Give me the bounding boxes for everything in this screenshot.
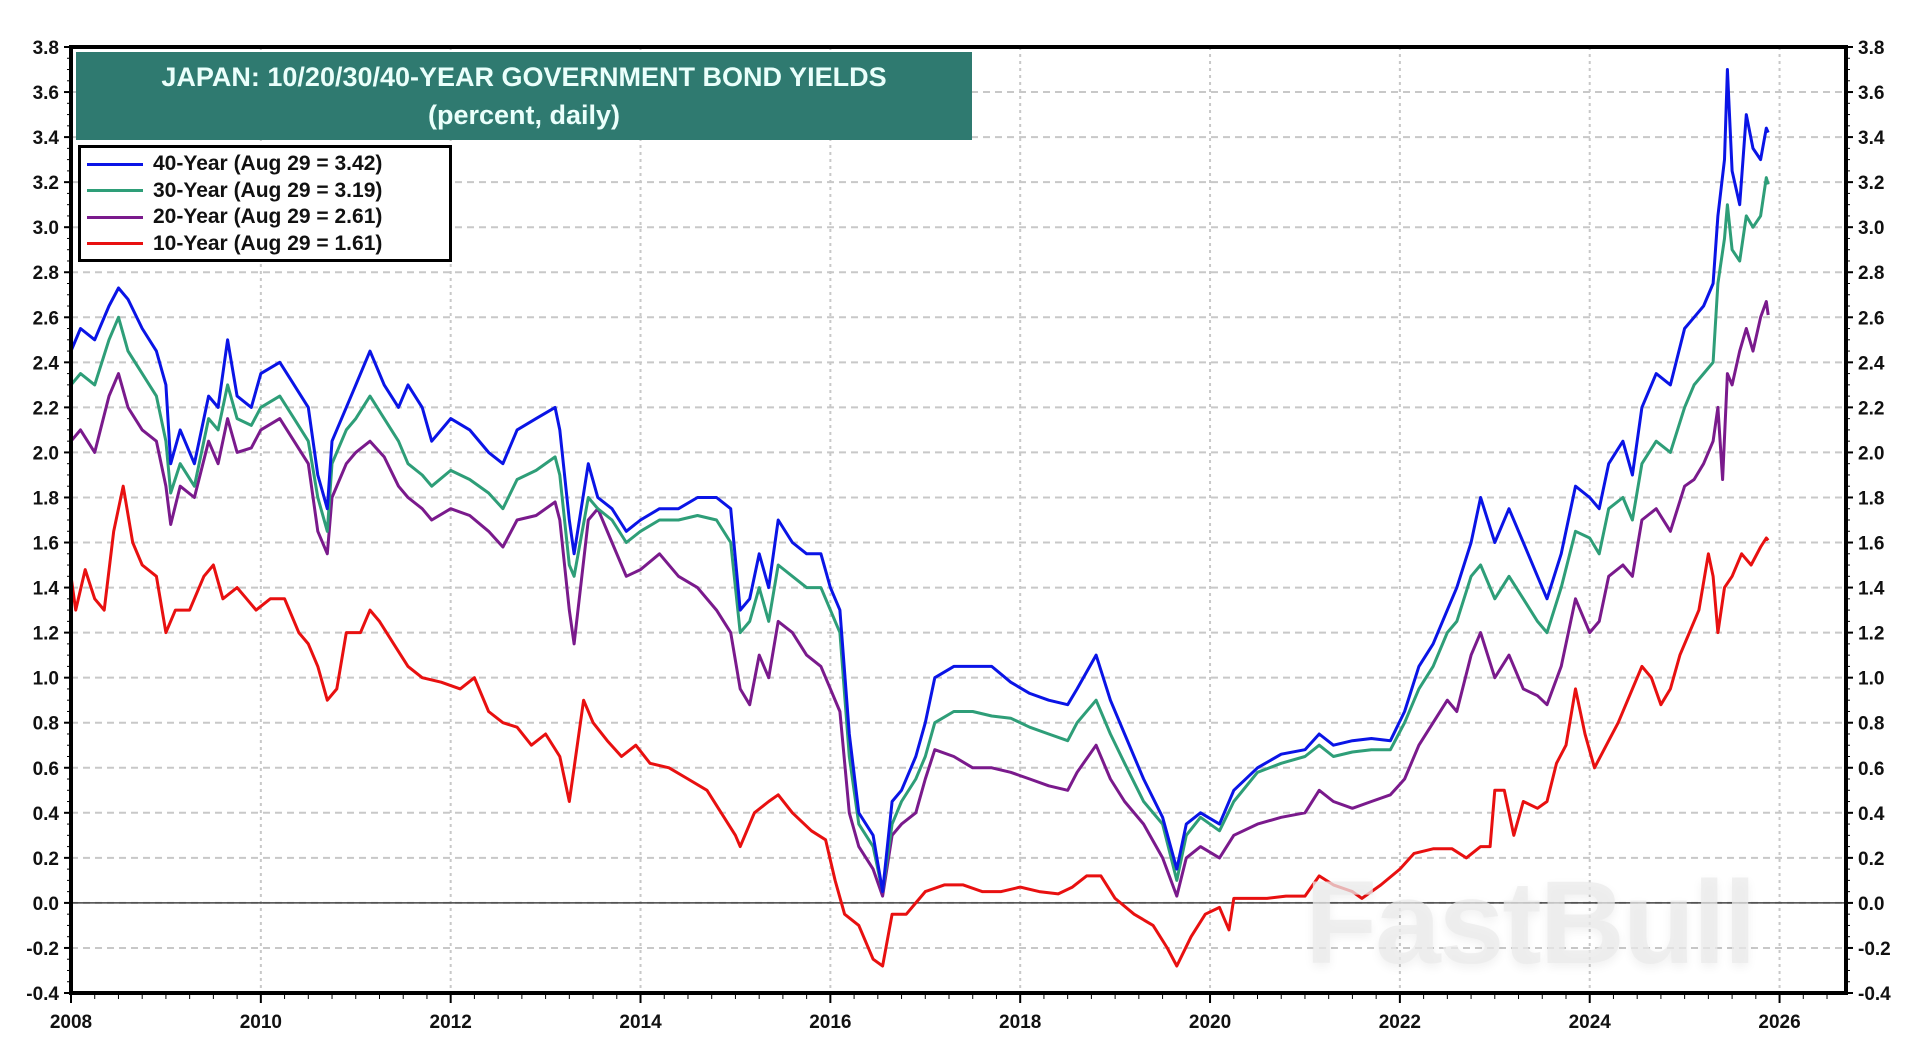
y-tick-label-right: 3.2 (1858, 173, 1884, 194)
legend-item-40y: 40-Year (Aug 29 = 3.42) (87, 151, 449, 178)
y-tick-label-left: 0.2 (33, 849, 59, 870)
y-tick-label-right: 1.4 (1858, 579, 1885, 600)
legend: 40-Year (Aug 29 = 3.42) 30-Year (Aug 29 … (78, 145, 452, 262)
legend-swatch-10y (87, 242, 143, 246)
y-tick-label-right: 3.0 (1858, 218, 1884, 239)
legend-swatch-30y (87, 189, 143, 193)
y-tick-label-left: 3.2 (33, 173, 59, 194)
x-tick-label: 2008 (50, 1012, 92, 1033)
y-tick-label-left: 2.4 (33, 353, 60, 374)
y-tick-label-left: -0.4 (26, 984, 59, 1005)
y-tick-label-right: 1.0 (1858, 669, 1884, 690)
y-tick-label-left: 2.2 (33, 398, 59, 419)
x-tick-label: 2014 (619, 1012, 662, 1033)
y-tick-label-right: 0.4 (1858, 804, 1885, 825)
y-axis-right: 3.8 3.6 3.4 3.2 3.0 2.8 2.6 2.4 2.2 2.0 1.8 1.6 1.4 1… (1846, 38, 1891, 1005)
y-tick-label-left: 1.8 (33, 488, 59, 509)
series-lines (69, 68, 1770, 968)
y-tick-label-left: 1.4 (33, 579, 60, 600)
y-tick-label-right: -0.4 (1858, 984, 1891, 1005)
y-tick-label-left: 3.0 (33, 218, 59, 239)
series-line (69, 300, 1770, 898)
y-tick-label-left: 2.0 (33, 443, 59, 464)
y-tick-label-right: 2.8 (1858, 263, 1884, 284)
y-tick-label-left: 3.8 (33, 38, 59, 59)
y-tick-label-left: 0.8 (33, 714, 59, 735)
y-tick-label-right: 0.6 (1858, 759, 1884, 780)
y-tick-label-right: 3.6 (1858, 83, 1884, 104)
y-tick-label-left: 1.2 (33, 624, 59, 645)
y-tick-label-left: 0.4 (33, 804, 60, 825)
y-tick-label-right: 1.2 (1858, 624, 1884, 645)
y-tick-label-left: 1.0 (33, 669, 59, 690)
series-line (69, 68, 1770, 894)
y-tick-label-right: 3.4 (1858, 128, 1885, 149)
y-tick-label-left: 0.6 (33, 759, 59, 780)
y-tick-label-right: 2.6 (1858, 308, 1884, 329)
x-tick-label: 2026 (1758, 1012, 1800, 1033)
y-tick-label-right: 0.0 (1858, 894, 1884, 915)
x-tick-label: 2012 (430, 1012, 472, 1033)
x-tick-label: 2024 (1569, 1012, 1612, 1033)
chart-subtitle: (percent, daily) (427, 100, 621, 130)
x-tick-label: 2010 (240, 1012, 282, 1033)
y-tick-label-right: -0.2 (1858, 939, 1891, 960)
chart-title-banner: JAPAN: 10/20/30/40-YEAR GOVERNMENT BOND … (76, 52, 972, 140)
y-axis-left: 3.8 3.6 3.4 3.2 3.0 2.8 2.6 2.4 2.2 2.0 1.8 1.6 1.4 1… (26, 38, 71, 1005)
y-tick-label-right: 2.4 (1858, 353, 1885, 374)
x-tick-label: 2022 (1379, 1012, 1421, 1033)
chart-title: JAPAN: 10/20/30/40-YEAR GOVERNMENT BOND … (161, 62, 887, 92)
legend-swatch-40y (87, 162, 143, 166)
legend-label-20y: 20-Year (Aug 29 = 2.61) (153, 205, 383, 229)
legend-label-10y: 10-Year (Aug 29 = 1.61) (153, 231, 383, 255)
legend-item-20y: 20-Year (Aug 29 = 2.61) (87, 204, 449, 231)
y-tick-label-left: 3.6 (33, 83, 59, 104)
x-tick-label: 2020 (1189, 1012, 1231, 1033)
y-tick-label-left: -0.2 (26, 939, 59, 960)
y-tick-label-left: 2.8 (33, 263, 59, 284)
y-tick-label-left: 2.6 (33, 308, 59, 329)
legend-swatch-20y (87, 215, 143, 219)
y-tick-label-right: 2.2 (1858, 398, 1884, 419)
series-line (69, 176, 1770, 894)
y-tick-label-left: 1.6 (33, 534, 59, 555)
x-tick-label: 2016 (809, 1012, 851, 1033)
y-tick-label-right: 3.8 (1858, 38, 1884, 59)
y-tick-label-left: 3.4 (33, 128, 60, 149)
y-tick-label-right: 2.0 (1858, 443, 1884, 464)
y-tick-label-right: 0.2 (1858, 849, 1884, 870)
x-tick-label: 2018 (999, 1012, 1041, 1033)
legend-label-30y: 30-Year (Aug 29 = 3.19) (153, 178, 383, 202)
series-line (69, 484, 1770, 968)
x-axis: 2008 2010 2012 2014 2016 2018 2020 2022 2024 2026 (50, 993, 1828, 1033)
legend-label-40y: 40-Year (Aug 29 = 3.42) (153, 152, 383, 176)
legend-item-30y: 30-Year (Aug 29 = 3.19) (87, 178, 449, 205)
y-tick-label-left: 0.0 (33, 894, 59, 915)
y-tick-label-right: 0.8 (1858, 714, 1884, 735)
y-tick-label-right: 1.8 (1858, 488, 1884, 509)
legend-item-10y: 10-Year (Aug 29 = 1.61) (87, 231, 449, 258)
y-tick-label-right: 1.6 (1858, 534, 1884, 555)
